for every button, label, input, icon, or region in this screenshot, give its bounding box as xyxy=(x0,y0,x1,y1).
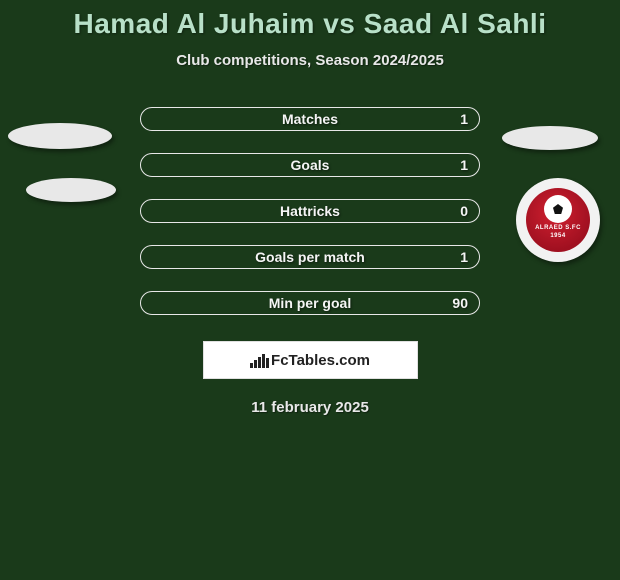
stat-value-right: 0 xyxy=(140,199,480,223)
brand-footer[interactable]: FcTables.com xyxy=(203,341,418,379)
stat-value-right: 1 xyxy=(140,153,480,177)
badge-year: 1954 xyxy=(550,233,565,239)
stat-value-right: 1 xyxy=(140,107,480,131)
club-badge: ALRAED S.FC 1954 xyxy=(516,178,600,262)
soccer-ball-icon xyxy=(544,195,572,223)
stat-value-right: 1 xyxy=(140,245,480,269)
decor-ellipse xyxy=(502,126,598,150)
stat-value-right: 90 xyxy=(140,291,480,315)
club-badge-inner: ALRAED S.FC 1954 xyxy=(526,188,590,252)
brand-text: FcTables.com xyxy=(271,352,370,369)
subtitle: Club competitions, Season 2024/2025 xyxy=(0,52,620,101)
page-title: Hamad Al Juhaim vs Saad Al Sahli xyxy=(0,0,620,52)
stat-row: Min per goal90 xyxy=(0,285,620,331)
chart-icon xyxy=(250,352,269,368)
date-label: 11 february 2025 xyxy=(0,379,620,416)
badge-club-name: ALRAED S.FC xyxy=(535,225,581,231)
decor-ellipse xyxy=(26,178,116,202)
decor-ellipse xyxy=(8,123,112,149)
